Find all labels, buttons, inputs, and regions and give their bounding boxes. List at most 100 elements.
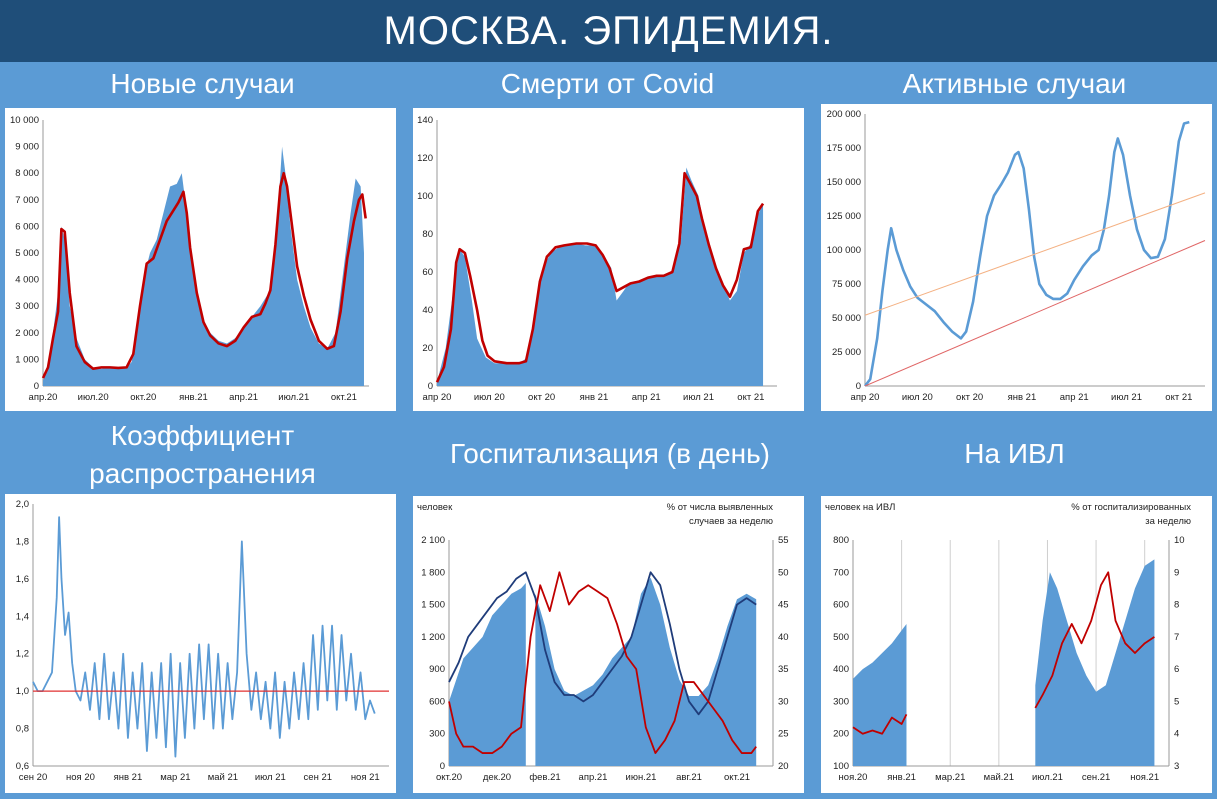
y2-tick-label: 4: [1174, 729, 1179, 740]
x-tick-label: июл 21: [683, 392, 714, 403]
x-tick-label: ноя 20: [66, 772, 95, 783]
right-axis-unit-line1: % от числа выявленных: [667, 502, 774, 513]
r_coefficient-svg: 0,6 0,8 1,0 1,2 1,4 1,6 1,8 2,0 сен 20 ноя 20 янв …: [16, 499, 389, 783]
chart-active-cases: 0 25 000 50 000 75 000 100 000 125 000 150 000…: [821, 104, 1212, 411]
x-tick-label: апр.21: [229, 392, 258, 403]
x-tick-label: янв.21: [887, 772, 916, 783]
x-tick-label: июл.20: [78, 392, 109, 403]
y-tick-label: 900: [429, 664, 445, 675]
y2-tick-label: 8: [1174, 600, 1179, 611]
x-tick-label: фев.21: [529, 772, 560, 783]
y2-tick-label: 10: [1174, 535, 1185, 546]
x-tick-label: апр 21: [632, 392, 661, 403]
x-tick-label: апр 21: [1060, 392, 1089, 403]
panel-title-deaths: Смерти от Covid: [500, 68, 715, 99]
series-r-line: [32, 516, 376, 758]
y2-tick-label: 30: [778, 696, 789, 707]
y-tick-label: 200: [833, 729, 849, 740]
y-tick-label: 200 000: [827, 109, 861, 120]
x-tick-label: янв 21: [580, 392, 609, 403]
chart-ventilation: 100 200 300 400 500 600 700 800 3 4 5 6 7 8 9 10 ноя.20 я…: [821, 496, 1212, 793]
series-active-line: [863, 120, 1190, 387]
y-tick-label: 300: [833, 696, 849, 707]
y-tick-label: 1 200: [421, 632, 445, 643]
x-tick-label: июл.21: [278, 392, 309, 403]
y2-tick-label: 9: [1174, 567, 1179, 578]
y-tick-label: 25 000: [832, 347, 861, 358]
left-axis-unit: человек на ИВЛ: [825, 502, 895, 513]
y-tick-label: 120: [417, 153, 433, 164]
y-tick-label: 140: [417, 115, 433, 126]
new_cases-svg: 0 1 000 2 000 3 000 4 000 5 000 6 000 7 000 8 00…: [10, 115, 369, 403]
x-tick-label: окт.20: [436, 772, 462, 783]
x-tick-label: апр.21: [579, 772, 608, 783]
x-tick-label: окт.20: [130, 392, 156, 403]
y-tick-label: 60: [422, 267, 433, 278]
x-tick-label: ноя 21: [351, 772, 380, 783]
panel-title-r-line2: распространения: [89, 458, 316, 489]
y-tick-label: 300: [429, 729, 445, 740]
right-axis-unit-line2: случаев за неделю: [689, 516, 773, 527]
x-tick-label: мар.21: [935, 772, 965, 783]
chart-deaths: 0 20 40 60 80 100 120 140 апр 20 июл 20 окт 20 янв …: [413, 108, 804, 411]
series-pct_red-line: [1034, 571, 1155, 709]
series-pct_red-line: [448, 571, 757, 754]
y2-tick-label: 55: [778, 535, 789, 546]
x-tick-label: апр.20: [29, 392, 58, 403]
x-tick-label: июл 21: [255, 772, 286, 783]
x-tick-label: апр 20: [423, 392, 452, 403]
y-tick-label: 0: [428, 381, 433, 392]
series-daily-area: [449, 583, 526, 766]
y-tick-label: 3 000: [15, 301, 39, 312]
y-tick-label: 125 000: [827, 211, 861, 222]
y-tick-label: 0: [856, 381, 861, 392]
x-tick-label: июл 21: [1111, 392, 1142, 403]
right-axis-unit-line2: за неделю: [1145, 516, 1191, 527]
series-pct_navy-line: [448, 571, 757, 716]
y-tick-label: 700: [833, 567, 849, 578]
y2-tick-label: 25: [778, 729, 789, 740]
x-tick-label: окт 20: [528, 392, 555, 403]
y-tick-label: 6 000: [15, 221, 39, 232]
y-tick-label: 40: [422, 305, 433, 316]
y-tick-label: 2 100: [421, 535, 445, 546]
x-tick-label: июл 20: [902, 392, 933, 403]
x-tick-label: окт 21: [737, 392, 764, 403]
y-tick-label: 50 000: [832, 313, 861, 324]
x-tick-label: июн.21: [626, 772, 657, 783]
y-tick-label: 4 000: [15, 275, 39, 286]
series-avg-line: [41, 171, 367, 379]
hospitalization-svg: 0 300 600 900 1 200 1 500 1 800 2 100 20 25 30 35 40…: [421, 535, 789, 783]
page-title: МОСКВА. ЭПИДЕМИЯ.: [0, 0, 1217, 62]
y-tick-label: 0,8: [16, 724, 29, 735]
y2-tick-label: 5: [1174, 696, 1179, 707]
y2-tick-label: 7: [1174, 632, 1179, 643]
series-daily-area: [437, 167, 764, 386]
y-tick-label: 800: [833, 535, 849, 546]
y-tick-label: 5 000: [15, 248, 39, 259]
y-tick-label: 500: [833, 632, 849, 643]
y-tick-label: 2 000: [15, 328, 39, 339]
x-tick-label: май.21: [984, 772, 1014, 783]
panel-title-ventilation: На ИВЛ: [964, 438, 1065, 469]
y-tick-label: 8 000: [15, 168, 39, 179]
y-tick-label: 1,4: [16, 611, 29, 622]
panel-title-active: Активные случаи: [902, 68, 1127, 99]
y2-tick-label: 35: [778, 664, 789, 675]
x-tick-label: авг.21: [676, 772, 702, 783]
y-tick-label: 0: [440, 761, 445, 772]
x-tick-label: окт.21: [331, 392, 357, 403]
y2-tick-label: 20: [778, 761, 789, 772]
y-tick-label: 100: [833, 761, 849, 772]
y-tick-label: 80: [422, 229, 433, 240]
series-trend_red-line: [864, 240, 1206, 387]
hospital-axis-captions: человек % от числа выявленных случаев за…: [417, 502, 774, 527]
y-tick-label: 0,6: [16, 761, 29, 772]
y-tick-label: 1 000: [15, 354, 39, 365]
left-axis-unit: человек: [417, 502, 453, 513]
y2-tick-label: 6: [1174, 664, 1179, 675]
series-daily-area: [1035, 559, 1155, 766]
x-tick-label: май 21: [208, 772, 238, 783]
chart-r-coefficient: 0,6 0,8 1,0 1,2 1,4 1,6 1,8 2,0 сен 20 ноя 20 янв …: [5, 494, 396, 793]
x-tick-label: янв 21: [114, 772, 143, 783]
